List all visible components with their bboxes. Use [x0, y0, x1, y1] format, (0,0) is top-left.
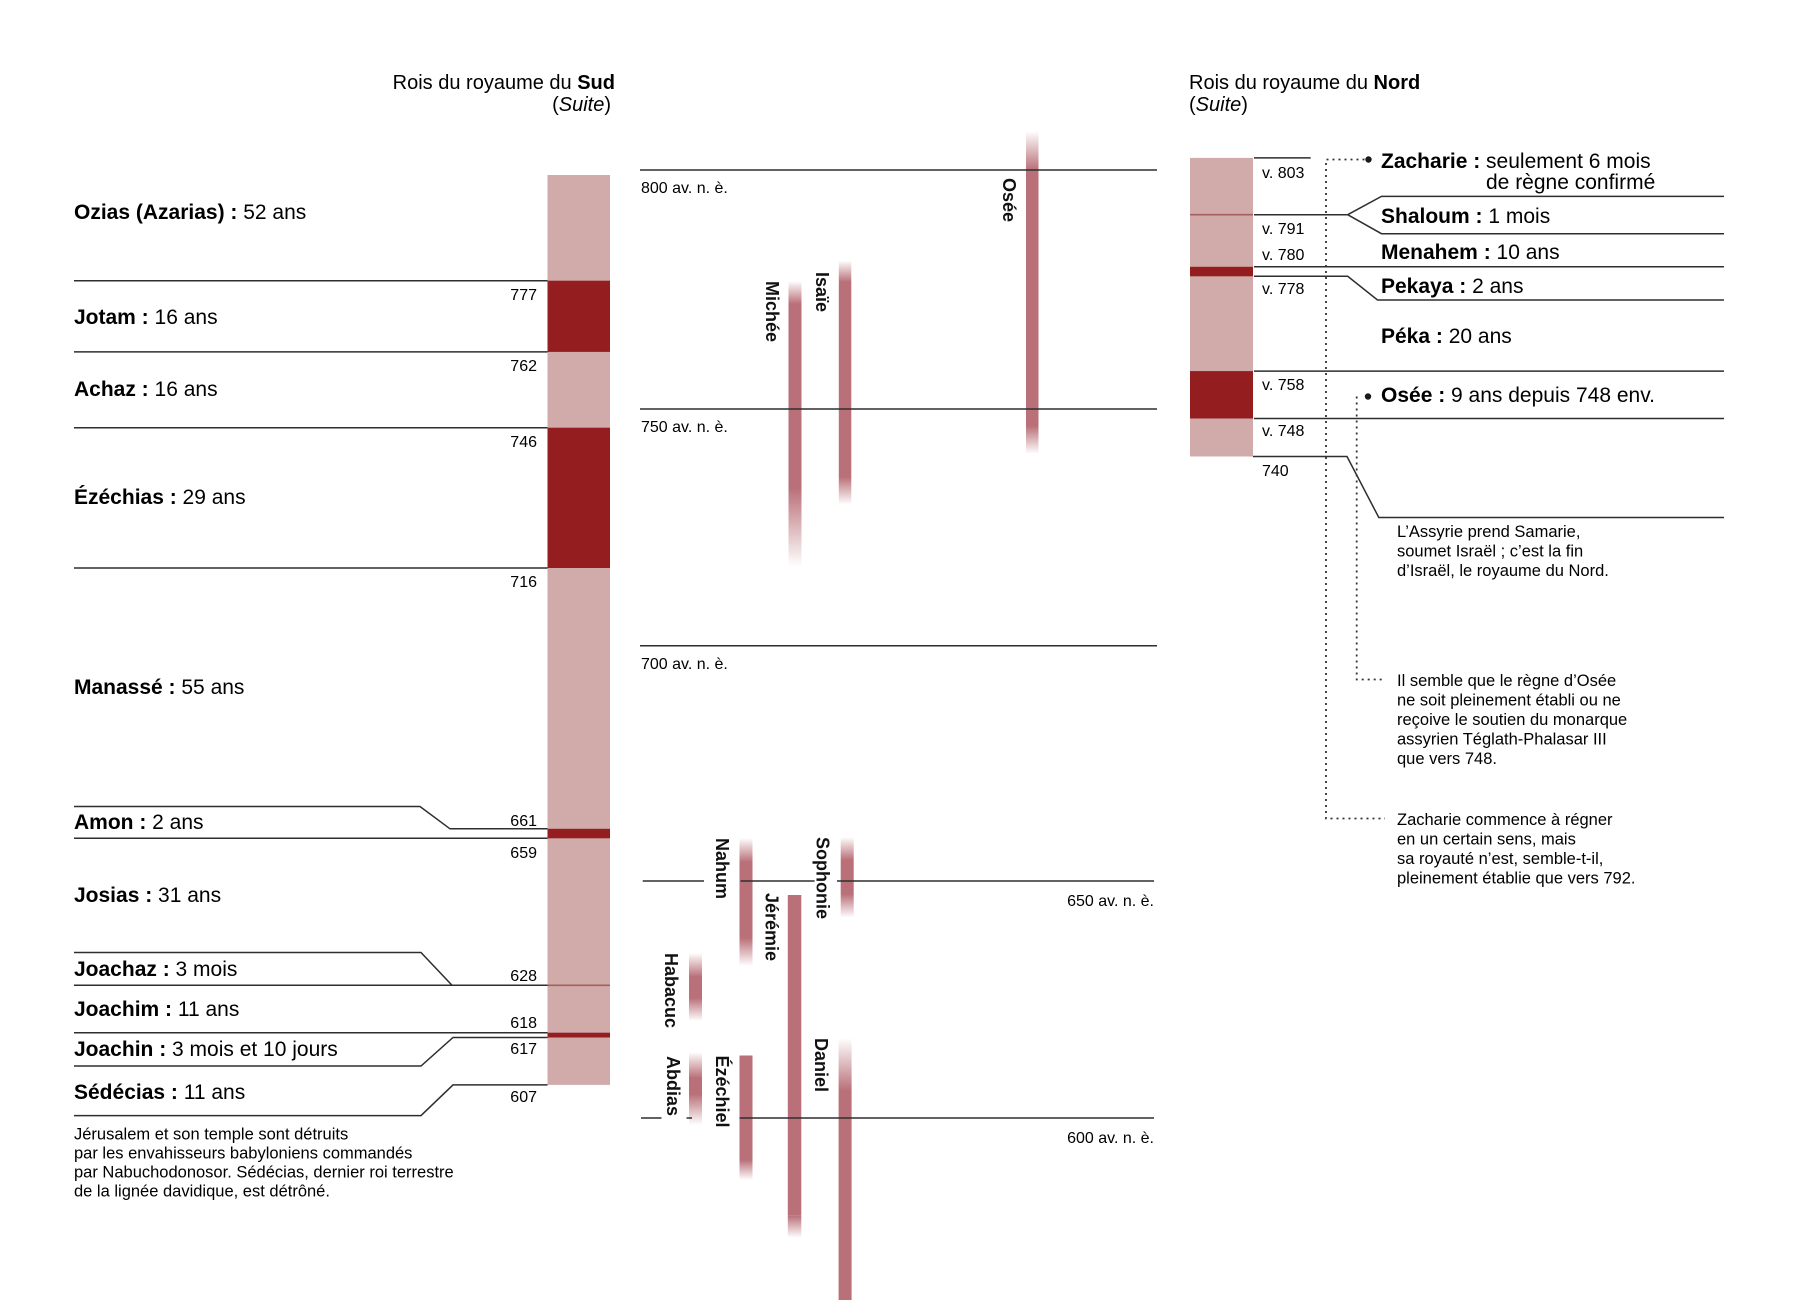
svg-text:v. 791: v. 791 — [1262, 221, 1305, 238]
svg-text:de règne confirmé: de règne confirmé — [1486, 171, 1655, 194]
svg-text:de la lignée davidique, est dé: de la lignée davidique, est détrôné. — [74, 1183, 330, 1201]
svg-text:Manassé : 55 ans: Manassé : 55 ans — [74, 676, 244, 699]
svg-text:Osée: Osée — [999, 178, 1019, 222]
svg-text:Zacharie commence à régner: Zacharie commence à régner — [1397, 811, 1613, 829]
svg-text:Shaloum : 1 mois: Shaloum : 1 mois — [1381, 205, 1550, 228]
svg-text:750 av. n. è.: 750 av. n. è. — [641, 419, 728, 436]
svg-text:Habacuc: Habacuc — [661, 953, 681, 1028]
svg-text:Sophonie: Sophonie — [813, 837, 833, 919]
svg-text:746: 746 — [510, 434, 537, 451]
svg-text:Menahem : 10 ans: Menahem : 10 ans — [1381, 241, 1560, 264]
svg-text:Joachin : 3 mois et 10 jours: Joachin : 3 mois et 10 jours — [74, 1038, 338, 1061]
svg-text:Péka : 20 ans: Péka : 20 ans — [1381, 325, 1512, 348]
svg-text:(Suite): (Suite) — [552, 94, 611, 116]
svg-text:Jotam : 16 ans: Jotam : 16 ans — [74, 306, 218, 329]
svg-text:v. 803: v. 803 — [1262, 165, 1305, 182]
svg-text:Joachim : 11 ans: Joachim : 11 ans — [74, 998, 239, 1021]
svg-text:L’Assyrie prend Samarie,: L’Assyrie prend Samarie, — [1397, 523, 1580, 541]
svg-text:Rois du royaume du Nord: Rois du royaume du Nord — [1189, 72, 1420, 94]
svg-text:Il semble que le règne d’Osée: Il semble que le règne d’Osée — [1397, 672, 1616, 690]
svg-text:Zacharie : seulement 6 mois: Zacharie : seulement 6 mois — [1381, 150, 1651, 173]
svg-text:ne soit pleinement établi ou n: ne soit pleinement établi ou ne — [1397, 692, 1621, 710]
svg-text:Osée : 9 ans depuis 748 env.: Osée : 9 ans depuis 748 env. — [1381, 384, 1655, 407]
svg-text:661: 661 — [510, 813, 537, 830]
svg-text:par les envahisseurs babylonie: par les envahisseurs babyloniens command… — [74, 1145, 412, 1163]
svg-text:628: 628 — [510, 968, 537, 985]
svg-text:soumet Israël ; c’est la fin: soumet Israël ; c’est la fin — [1397, 543, 1583, 561]
svg-text:762: 762 — [510, 358, 537, 375]
svg-text:Daniel: Daniel — [811, 1038, 831, 1092]
svg-text:Ozias (Azarias) : 52 ans: Ozias (Azarias) : 52 ans — [74, 201, 306, 224]
svg-text:Jérusalem et son temple sont d: Jérusalem et son temple sont détruits — [74, 1126, 348, 1144]
svg-text:716: 716 — [510, 574, 537, 591]
svg-text:d’Israël, le royaume du Nord.: d’Israël, le royaume du Nord. — [1397, 562, 1609, 580]
svg-text:Amon : 2 ans: Amon : 2 ans — [74, 811, 204, 834]
svg-text:659: 659 — [510, 845, 537, 862]
svg-text:700 av. n. è.: 700 av. n. è. — [641, 656, 728, 673]
svg-text:(Suite): (Suite) — [1189, 94, 1248, 116]
svg-text:Jérémie: Jérémie — [762, 893, 782, 961]
svg-text:607: 607 — [510, 1089, 537, 1106]
svg-text:Rois du royaume du Sud: Rois du royaume du Sud — [393, 72, 615, 94]
svg-text:650 av. n. è.: 650 av. n. è. — [1067, 893, 1154, 910]
svg-text:v. 780: v. 780 — [1262, 247, 1305, 264]
svg-text:reçoive le soutien du monarque: reçoive le soutien du monarque — [1397, 711, 1627, 729]
svg-text:Michée: Michée — [762, 281, 782, 342]
svg-text:618: 618 — [510, 1015, 537, 1032]
svg-text:pleinement établie que vers 79: pleinement établie que vers 792. — [1397, 870, 1636, 888]
svg-text:600 av. n. è.: 600 av. n. è. — [1067, 1130, 1154, 1147]
svg-text:Joachaz : 3 mois: Joachaz : 3 mois — [74, 958, 237, 981]
svg-text:que vers 748.: que vers 748. — [1397, 750, 1497, 768]
svg-text:Achaz : 16 ans: Achaz : 16 ans — [74, 378, 218, 401]
svg-text:Sédécias : 11 ans: Sédécias : 11 ans — [74, 1081, 245, 1104]
svg-text:assyrien Téglath-Phalasar III: assyrien Téglath-Phalasar III — [1397, 731, 1607, 749]
svg-text:777: 777 — [510, 287, 537, 304]
svg-text:617: 617 — [510, 1041, 537, 1058]
svg-text:v. 778: v. 778 — [1262, 281, 1305, 298]
svg-text:740: 740 — [1262, 463, 1289, 480]
svg-text:Nahum: Nahum — [712, 838, 732, 899]
svg-text:sa royauté n’est, semble-t-il,: sa royauté n’est, semble-t-il, — [1397, 850, 1603, 868]
svg-text:v. 748: v. 748 — [1262, 423, 1305, 440]
svg-text:Ézéchiel: Ézéchiel — [712, 1056, 733, 1128]
svg-text:Ézéchias : 29 ans: Ézéchias : 29 ans — [74, 486, 246, 509]
svg-text:en un certain sens, mais: en un certain sens, mais — [1397, 831, 1576, 849]
svg-text:par Nabuchodonosor. Sédécias,: par Nabuchodonosor. Sédécias, dernier ro… — [74, 1164, 454, 1182]
svg-text:v. 758: v. 758 — [1262, 377, 1305, 394]
svg-text:Pekaya : 2 ans: Pekaya : 2 ans — [1381, 275, 1523, 298]
svg-text:Josias : 31 ans: Josias : 31 ans — [74, 884, 221, 907]
svg-text:800 av. n. è.: 800 av. n. è. — [641, 180, 728, 197]
svg-text:Abdias: Abdias — [663, 1056, 683, 1116]
svg-text:Isaïe: Isaïe — [812, 272, 832, 312]
